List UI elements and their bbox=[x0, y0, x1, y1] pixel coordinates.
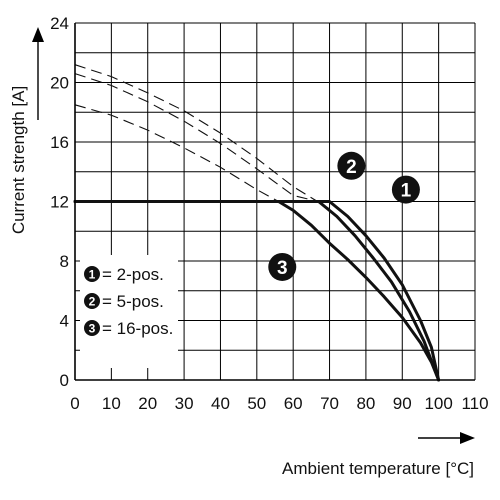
series-3-solid-line bbox=[73, 200, 441, 382]
y-axis-label: Current strength [A] bbox=[9, 86, 28, 234]
legend: 1 = 2-pos. 2 = 5-pos. 3 = 16-pos. bbox=[80, 255, 178, 368]
x-tick-label: 110 bbox=[461, 394, 488, 413]
x-axis-label: Ambient temperature [°C] bbox=[282, 459, 474, 478]
curve-markers: 1 2 3 bbox=[268, 151, 420, 281]
x-tick-label: 0 bbox=[70, 394, 79, 413]
x-tick-label: 50 bbox=[247, 394, 266, 413]
series-2-solid-line bbox=[73, 200, 441, 382]
legend-marker-1 bbox=[84, 266, 100, 282]
curve-marker-3 bbox=[268, 252, 297, 281]
curve-marker-label-2: 2 bbox=[346, 157, 357, 178]
x-tick-label: 90 bbox=[393, 394, 412, 413]
y-tick-label: 24 bbox=[50, 14, 69, 33]
legend-marker-2 bbox=[84, 293, 100, 309]
y-axis-arrow-head bbox=[32, 27, 44, 42]
x-tick-label: 20 bbox=[138, 394, 157, 413]
legend-marker-label-3: 3 bbox=[89, 322, 96, 336]
series-3-dashed-line bbox=[74, 104, 279, 202]
legend-marker-label-2: 2 bbox=[89, 295, 96, 309]
x-tick-label: 60 bbox=[284, 394, 303, 413]
axes bbox=[32, 23, 475, 444]
x-tick-label: 100 bbox=[424, 394, 452, 413]
series-2-dashed-line bbox=[74, 73, 319, 203]
y-tick-label: 0 bbox=[60, 371, 69, 390]
x-tick-label: 30 bbox=[175, 394, 194, 413]
x-tick-label: 40 bbox=[211, 394, 230, 413]
curve-marker-1 bbox=[391, 175, 420, 204]
curve-marker-label-1: 1 bbox=[401, 181, 412, 202]
curve-marker-label-3: 3 bbox=[277, 258, 288, 279]
legend-entry-label: = 5-pos. bbox=[102, 292, 164, 311]
legend-marker-3 bbox=[84, 320, 100, 336]
x-tick-label: 10 bbox=[102, 394, 121, 413]
y-tick-label: 20 bbox=[50, 74, 69, 93]
y-tick-label: 4 bbox=[60, 312, 69, 331]
series-1-dashed-line bbox=[74, 64, 330, 210]
series-1-solid-line bbox=[73, 200, 441, 382]
series-lines bbox=[73, 64, 441, 382]
legend-marker-label-1: 1 bbox=[89, 268, 96, 282]
x-tick-label: 70 bbox=[320, 394, 339, 413]
y-tick-label: 8 bbox=[60, 252, 69, 271]
x-tick-label: 80 bbox=[356, 394, 375, 413]
y-tick-label: 12 bbox=[50, 193, 69, 212]
x-axis-arrow-head bbox=[460, 432, 475, 444]
legend-entry-label: = 16-pos. bbox=[102, 319, 173, 338]
legend-entry-label: = 2-pos. bbox=[102, 265, 164, 284]
curve-marker-2 bbox=[337, 151, 366, 180]
y-tick-label: 16 bbox=[50, 133, 69, 152]
